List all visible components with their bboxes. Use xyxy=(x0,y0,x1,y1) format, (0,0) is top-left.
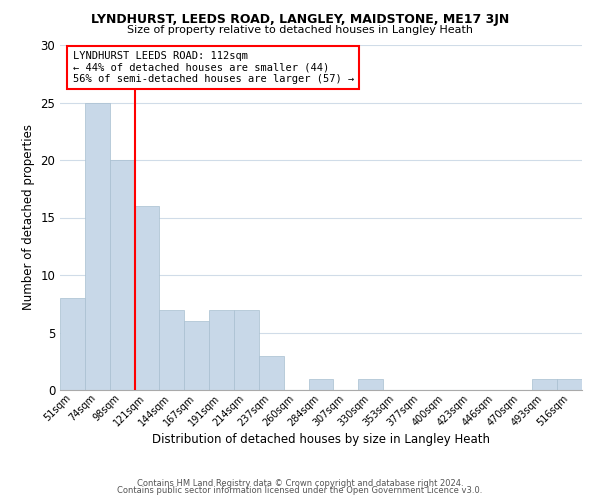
Bar xyxy=(85,102,110,390)
Text: LYNDHURST, LEEDS ROAD, LANGLEY, MAIDSTONE, ME17 3JN: LYNDHURST, LEEDS ROAD, LANGLEY, MAIDSTON… xyxy=(91,12,509,26)
Bar xyxy=(234,310,259,390)
Bar xyxy=(557,378,582,390)
Y-axis label: Number of detached properties: Number of detached properties xyxy=(22,124,35,310)
Bar xyxy=(532,378,557,390)
Bar xyxy=(358,378,383,390)
Bar xyxy=(259,356,284,390)
Bar xyxy=(134,206,160,390)
Text: Contains public sector information licensed under the Open Government Licence v3: Contains public sector information licen… xyxy=(118,486,482,495)
Bar xyxy=(60,298,85,390)
Bar xyxy=(209,310,234,390)
Bar xyxy=(308,378,334,390)
Text: Size of property relative to detached houses in Langley Heath: Size of property relative to detached ho… xyxy=(127,25,473,35)
Bar xyxy=(160,310,184,390)
X-axis label: Distribution of detached houses by size in Langley Heath: Distribution of detached houses by size … xyxy=(152,433,490,446)
Text: LYNDHURST LEEDS ROAD: 112sqm
← 44% of detached houses are smaller (44)
56% of se: LYNDHURST LEEDS ROAD: 112sqm ← 44% of de… xyxy=(73,51,354,84)
Bar xyxy=(184,321,209,390)
Bar xyxy=(110,160,134,390)
Text: Contains HM Land Registry data © Crown copyright and database right 2024.: Contains HM Land Registry data © Crown c… xyxy=(137,478,463,488)
